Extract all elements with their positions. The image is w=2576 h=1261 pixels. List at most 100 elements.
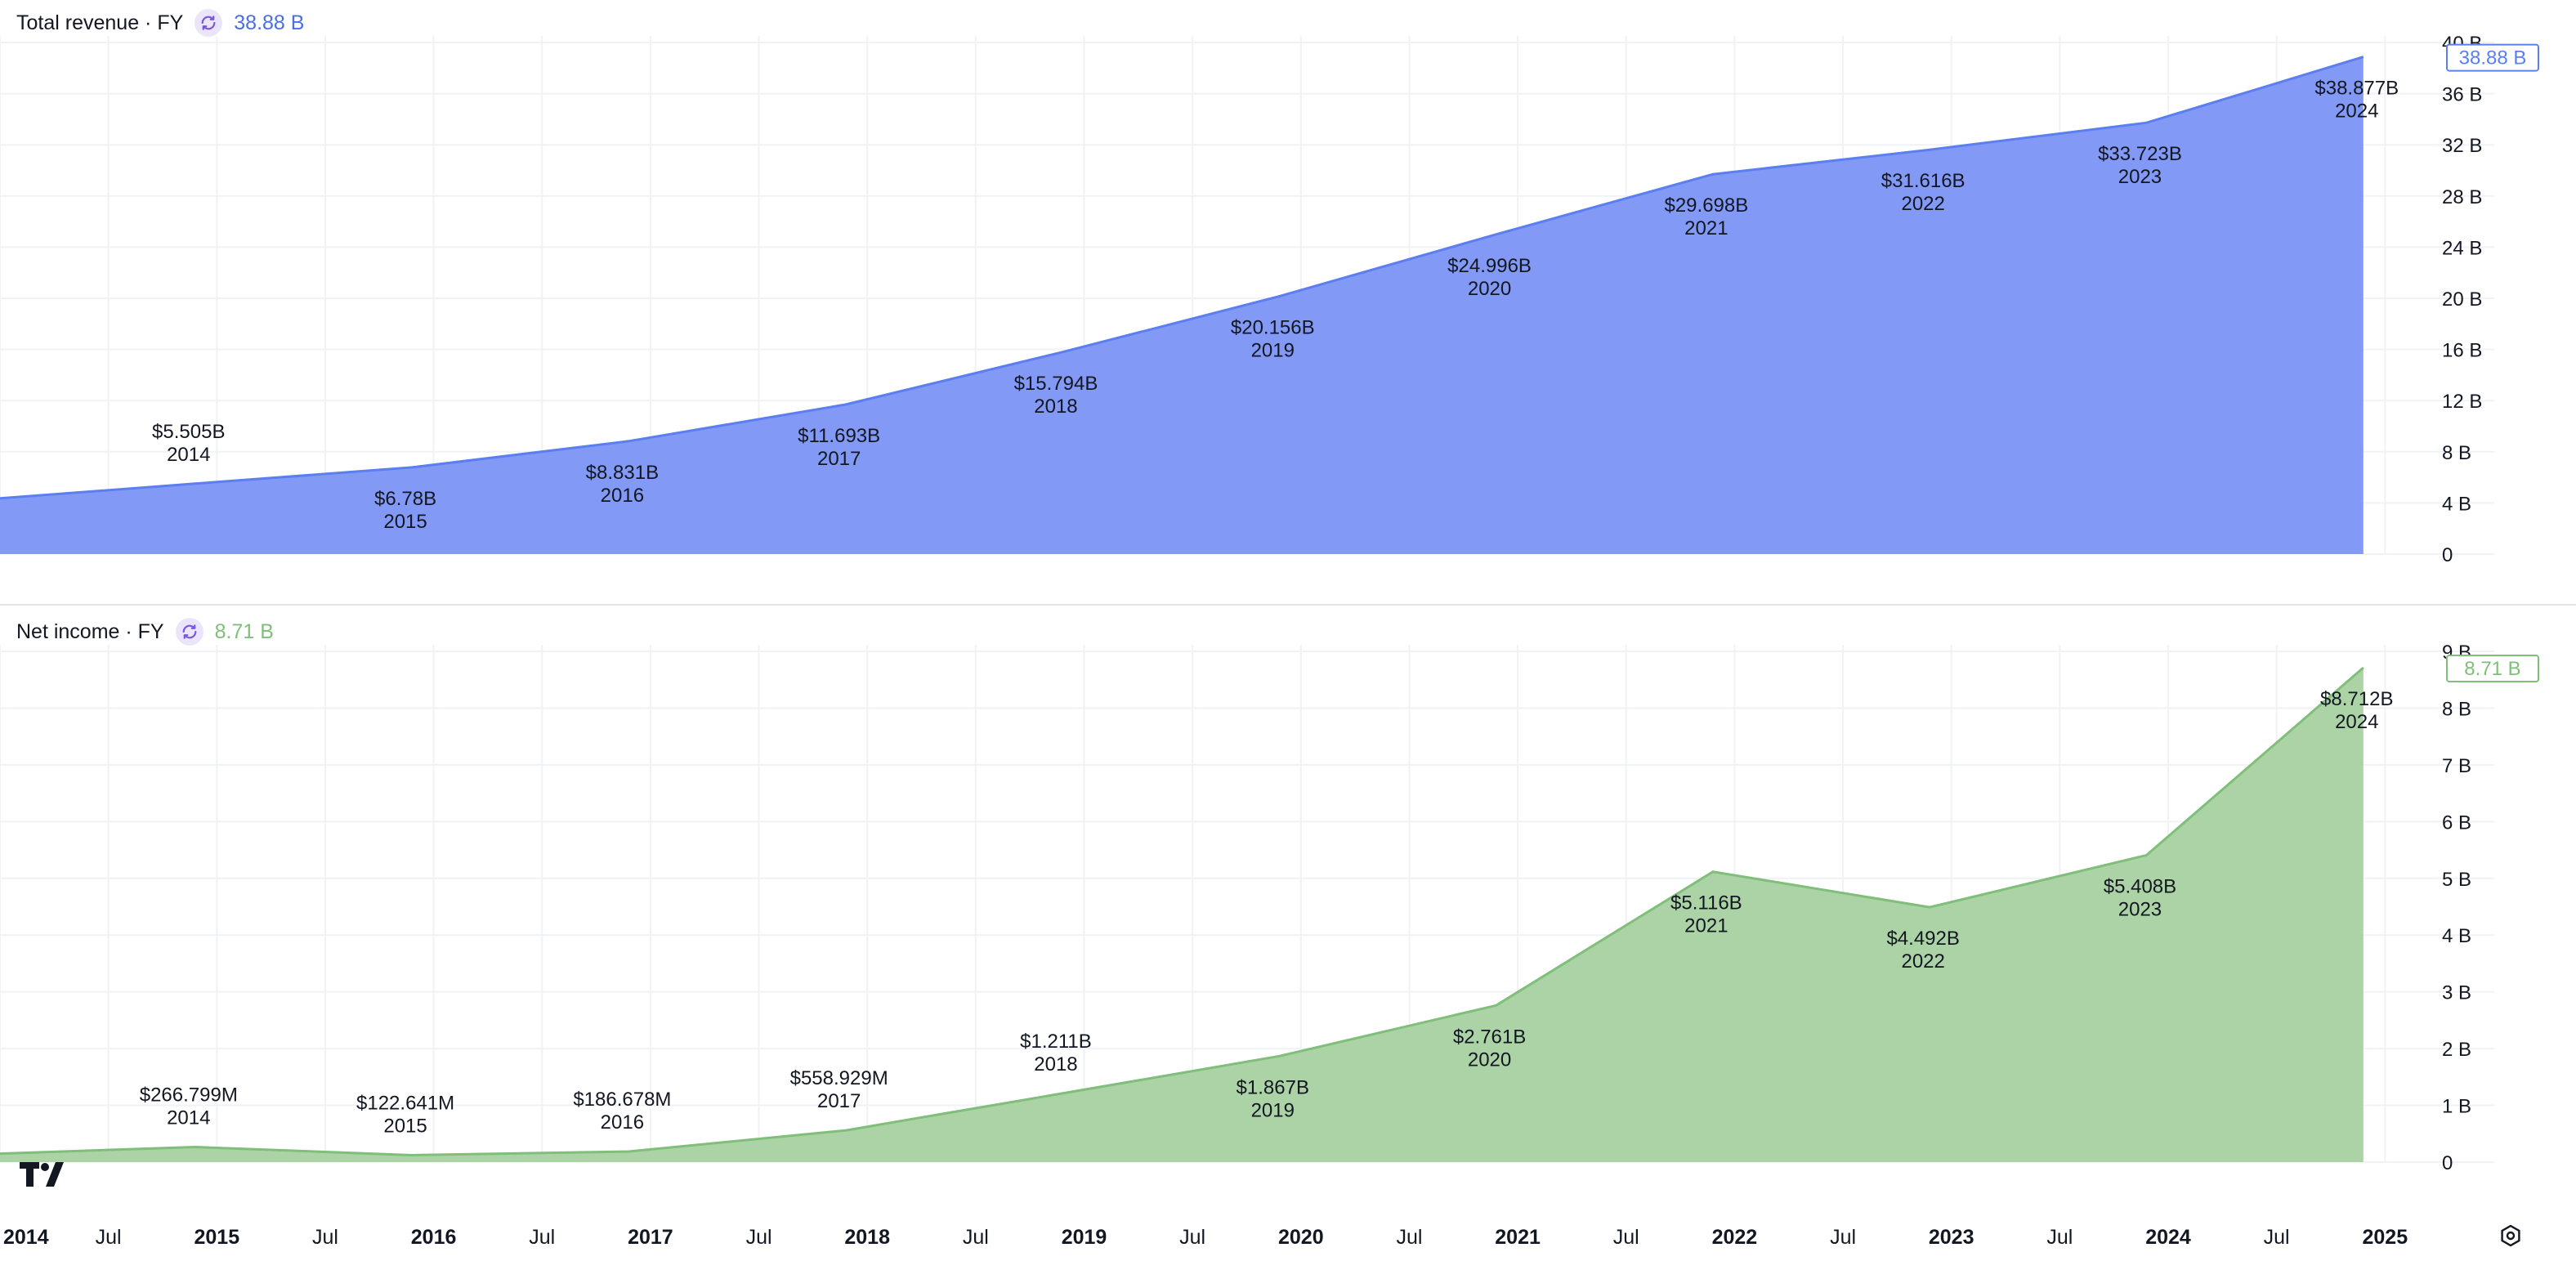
axis-layer: 04 B8 B12 B16 B20 B24 B28 B32 B36 B40 B3… xyxy=(0,33,2576,1249)
data-label-year: 2019 xyxy=(1251,1099,1295,1121)
x-tick-label: Jul xyxy=(529,1226,555,1249)
data-label-value: $8.712B xyxy=(2320,688,2393,710)
price-tag-label: 38.88 B xyxy=(2459,47,2527,69)
data-label-value: $2.761B xyxy=(1453,1026,1526,1048)
data-label-year: 2024 xyxy=(2335,711,2378,733)
y-tick-label: 8 B xyxy=(2442,442,2471,464)
x-tick-label: 2024 xyxy=(2145,1226,2191,1249)
area-layer xyxy=(0,56,2364,1162)
data-label-value: $31.616B xyxy=(1881,170,1966,192)
data-label-value: $4.492B xyxy=(1886,928,1959,950)
y-tick-label: 8 B xyxy=(2442,698,2471,720)
revenue-refresh-button[interactable] xyxy=(195,9,223,37)
data-label-value: $8.831B xyxy=(586,462,659,484)
y-tick-label: 3 B xyxy=(2442,982,2471,1004)
data-label-year: 2015 xyxy=(383,1115,427,1137)
y-tick-label: 7 B xyxy=(2442,755,2471,777)
data-label-year: 2020 xyxy=(1468,278,1511,300)
data-label-year: 2015 xyxy=(383,511,427,533)
x-tick-label: Jul xyxy=(2264,1226,2290,1249)
y-tick-label: 1 B xyxy=(2442,1096,2471,1118)
net-income-refresh-button[interactable] xyxy=(175,618,203,646)
x-tick-label: 2014 xyxy=(3,1226,49,1249)
y-tick-label: 5 B xyxy=(2442,869,2471,891)
y-tick-label: 20 B xyxy=(2442,288,2482,311)
data-label-year: 2016 xyxy=(601,485,644,507)
data-label-year: 2024 xyxy=(2335,101,2378,123)
data-label-year: 2022 xyxy=(1901,193,1944,215)
data-label-value: $6.78B xyxy=(374,488,436,510)
x-tick-label: Jul xyxy=(746,1226,772,1249)
settings-icon xyxy=(2501,1224,2520,1247)
revenue-pane-header: Total revenue · FY 38.88 B xyxy=(16,8,304,38)
y-tick-label: 4 B xyxy=(2442,493,2471,515)
x-tick-label: 2015 xyxy=(194,1226,239,1249)
data-label-value: $11.693B xyxy=(798,425,880,447)
data-label-value: $1.211B xyxy=(1020,1031,1092,1053)
revenue-title: Total revenue · FY xyxy=(16,11,184,34)
x-tick-label: Jul xyxy=(1396,1226,1422,1249)
data-label-value: $5.505B xyxy=(152,421,225,443)
y-tick-label: 4 B xyxy=(2442,925,2471,947)
revenue-current-value: 38.88 B xyxy=(234,11,305,34)
data-label-year: 2020 xyxy=(1468,1049,1511,1071)
area-fill xyxy=(0,668,2364,1162)
refresh-icon xyxy=(201,16,216,30)
data-label-value: $15.794B xyxy=(1014,373,1098,395)
data-label-year: 2017 xyxy=(817,1090,861,1112)
data-label-year: 2019 xyxy=(1251,340,1295,362)
data-label-year: 2021 xyxy=(1684,915,1728,937)
series-line xyxy=(0,56,2364,500)
data-label-value: $5.116B xyxy=(1670,892,1742,914)
price-tag: 8.71 B xyxy=(2446,655,2539,682)
x-tick-label: 2018 xyxy=(844,1226,890,1249)
data-label-value: $5.408B xyxy=(2104,875,2176,897)
data-label-year: 2023 xyxy=(2118,898,2162,920)
y-tick-label: 32 B xyxy=(2442,135,2482,157)
data-label-value: $186.678M xyxy=(573,1089,671,1111)
data-label-year: 2021 xyxy=(1684,217,1728,239)
x-tick-label: 2019 xyxy=(1062,1226,1107,1249)
x-tick-label: Jul xyxy=(1613,1226,1639,1249)
area-fill xyxy=(0,56,2364,555)
refresh-icon xyxy=(182,624,197,639)
data-label-value: $266.799M xyxy=(140,1084,238,1106)
data-label-value: $33.723B xyxy=(2098,143,2182,165)
data-label-year: 2014 xyxy=(167,1107,210,1129)
y-tick-label: 16 B xyxy=(2442,340,2482,362)
price-tag-label: 8.71 B xyxy=(2464,658,2520,680)
tradingview-logo[interactable] xyxy=(20,1160,74,1188)
net-income-title: Net income · FY xyxy=(16,619,164,643)
y-tick-label: 24 B xyxy=(2442,237,2482,259)
data-label-year: 2023 xyxy=(2118,166,2162,188)
data-label-year: 2014 xyxy=(167,444,210,466)
data-label-value: $122.641M xyxy=(356,1092,454,1114)
data-label-value: $24.996B xyxy=(1447,255,1532,277)
data-label-value: $558.929M xyxy=(790,1067,888,1089)
chart-settings-button[interactable] xyxy=(2496,1221,2525,1250)
x-tick-label: Jul xyxy=(312,1226,338,1249)
data-label-value: $1.867B xyxy=(1237,1076,1309,1098)
y-tick-label: 36 B xyxy=(2442,84,2482,106)
x-tick-label: 2016 xyxy=(411,1226,457,1249)
x-tick-label: Jul xyxy=(96,1226,122,1249)
x-tick-label: 2025 xyxy=(2362,1226,2408,1249)
y-tick-label: 6 B xyxy=(2442,812,2471,834)
data-label-year: 2016 xyxy=(601,1111,644,1134)
